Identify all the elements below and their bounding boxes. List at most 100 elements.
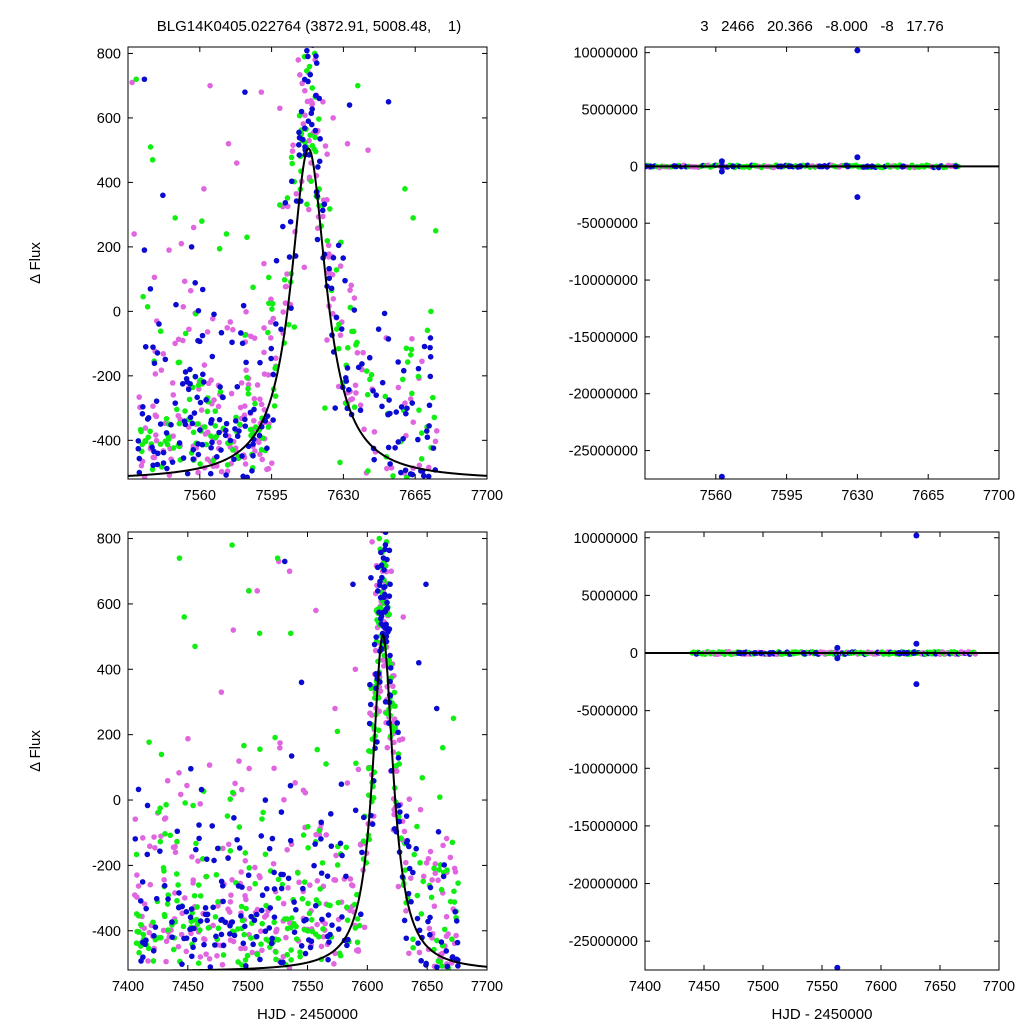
data-point xyxy=(229,877,235,883)
data-point xyxy=(374,739,380,745)
x-tick-label: 7560 xyxy=(700,488,732,504)
data-point xyxy=(188,765,194,772)
data-point xyxy=(304,201,310,208)
data-point-outlier xyxy=(854,194,861,201)
data-point xyxy=(236,428,242,434)
data-point xyxy=(229,542,235,548)
data-point xyxy=(262,928,269,935)
data-point xyxy=(240,940,247,947)
data-point xyxy=(409,400,416,406)
data-point xyxy=(268,460,275,466)
data-point xyxy=(160,865,167,871)
data-point xyxy=(252,400,258,407)
data-point xyxy=(160,351,167,357)
data-point xyxy=(224,813,231,819)
data-point xyxy=(151,360,158,367)
data-point xyxy=(367,710,373,717)
y-tick-label: -400 xyxy=(92,433,121,449)
data-point xyxy=(439,744,446,751)
data-point xyxy=(162,438,169,444)
data-point xyxy=(217,388,224,395)
data-point xyxy=(340,255,346,261)
data-point xyxy=(195,960,202,967)
data-point xyxy=(291,324,298,330)
data-point xyxy=(186,396,193,403)
data-point xyxy=(215,899,221,905)
data-point xyxy=(291,929,298,935)
data-point xyxy=(395,359,401,365)
data-point xyxy=(176,890,182,896)
data-point xyxy=(318,870,325,876)
data-point xyxy=(376,535,383,542)
data-point xyxy=(140,293,146,300)
data-point xyxy=(284,951,290,958)
data-point xyxy=(138,921,144,928)
data-point xyxy=(225,906,231,912)
data-point xyxy=(392,724,399,731)
data-point xyxy=(195,307,202,314)
data-point xyxy=(295,57,302,63)
data-point xyxy=(162,815,169,821)
y-tick-label: 400 xyxy=(97,662,121,678)
data-point xyxy=(160,460,167,466)
data-point xyxy=(314,746,321,753)
data-point xyxy=(417,806,424,813)
data-point xyxy=(252,864,258,871)
data-point xyxy=(268,345,275,352)
x-tick-label: 7450 xyxy=(688,979,720,995)
data-point xyxy=(267,319,274,325)
data-point xyxy=(427,848,434,855)
data-point xyxy=(440,842,446,849)
data-point xyxy=(316,831,323,838)
data-point xyxy=(170,844,177,851)
data-point xyxy=(297,953,303,960)
data-point xyxy=(204,329,211,335)
data-point xyxy=(260,809,266,816)
data-point xyxy=(375,326,382,332)
data-point xyxy=(218,917,224,923)
data-point xyxy=(212,423,219,429)
data-point xyxy=(379,574,385,581)
data-point xyxy=(326,275,333,282)
data-point xyxy=(135,883,142,889)
data-point xyxy=(285,321,292,328)
data-point xyxy=(281,558,288,565)
data-point xyxy=(429,877,435,883)
data-point-outlier xyxy=(718,158,725,165)
data-point xyxy=(182,800,188,806)
data-point xyxy=(164,777,171,784)
data-point xyxy=(420,472,427,479)
data-point xyxy=(154,350,161,356)
data-point xyxy=(449,954,456,960)
data-point xyxy=(197,954,204,960)
data-point xyxy=(404,359,411,365)
x-tick-label: 7650 xyxy=(411,979,443,995)
data-point xyxy=(301,926,308,933)
data-point xyxy=(355,364,362,371)
data-point xyxy=(162,830,168,837)
data-point xyxy=(189,420,196,427)
data-point xyxy=(331,877,337,883)
data-point xyxy=(395,729,401,736)
data-point xyxy=(395,802,402,809)
data-point xyxy=(179,381,186,387)
data-point xyxy=(319,916,325,923)
data-point xyxy=(216,439,223,446)
y-tick-label: 10000000 xyxy=(573,531,638,547)
data-point xyxy=(263,936,270,943)
data-point xyxy=(280,309,286,315)
data-point xyxy=(150,403,156,409)
data-point xyxy=(270,860,277,867)
data-point xyxy=(434,964,440,970)
data-point xyxy=(151,274,158,281)
data-point xyxy=(272,734,278,741)
data-point xyxy=(143,905,149,912)
data-point xyxy=(195,441,201,447)
data-point xyxy=(274,926,280,933)
y-tick-label: -20000000 xyxy=(569,877,638,893)
data-point xyxy=(201,362,208,368)
data-point xyxy=(288,753,295,759)
data-point xyxy=(315,164,321,170)
data-point xyxy=(176,904,182,910)
data-point-outlier xyxy=(834,655,841,662)
